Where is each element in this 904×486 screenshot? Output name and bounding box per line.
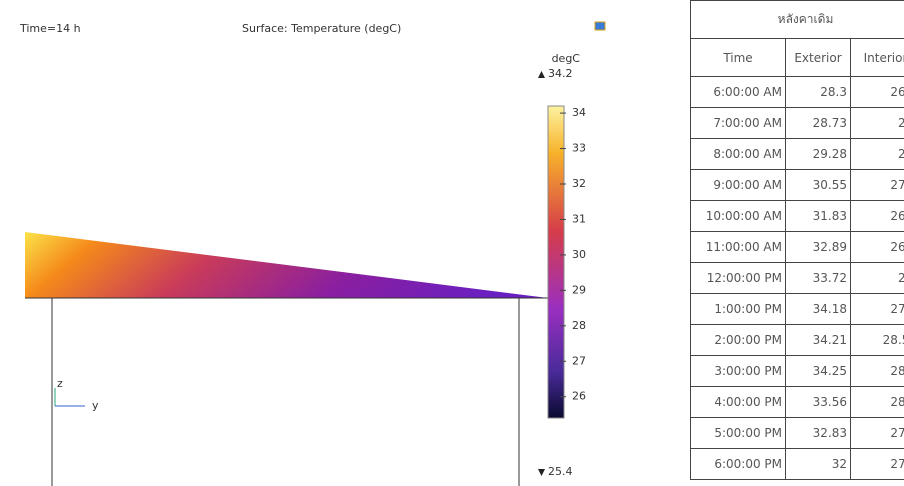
colorbar-min: 25.4 <box>548 465 573 478</box>
table-cell: 6:00:00 AM <box>690 76 786 108</box>
column-header: Exterior <box>785 38 851 77</box>
table-cell: 28.73 <box>785 107 851 139</box>
min-marker <box>538 469 545 476</box>
table-container: หลังคาเดิม Time Exterior Interior 6:00:00 … <box>690 0 904 486</box>
table-cell: 26.3 <box>849 76 904 108</box>
colorbar-tick-label: 27 <box>572 354 586 367</box>
table-cell: 26.8 <box>849 200 904 232</box>
time-label: Time=14 h <box>19 22 81 35</box>
table-cell: 28.58 <box>849 324 904 356</box>
table-cell: 12:00:00 PM <box>690 262 786 294</box>
table-cell: 34.21 <box>785 324 851 356</box>
colorbar-tick-label: 30 <box>572 248 586 261</box>
colorbar-gradient <box>547 105 565 419</box>
table-cell: 33.72 <box>785 262 851 294</box>
table-cell: 31.83 <box>785 200 851 232</box>
colorbar-tick-label: 26 <box>572 390 586 403</box>
colorbar: 34.2 25.4 34 33 32 31 30 29 28 27 26 <box>538 67 586 478</box>
table-cell: 11:00:00 AM <box>690 231 786 263</box>
axis-y-label: y <box>92 399 99 412</box>
roof-surface <box>25 232 548 298</box>
table-cell: 27.2 <box>849 293 904 325</box>
table-cell: 32.83 <box>785 417 851 449</box>
colorbar-tick-label: 34 <box>572 106 586 119</box>
table-cell: 7:00:00 AM <box>690 107 786 139</box>
table-cell: 5:00:00 PM <box>690 417 786 449</box>
table-cell: 26.9 <box>849 231 904 263</box>
table-cell: 4:00:00 PM <box>690 386 786 418</box>
table-cell: 33.56 <box>785 386 851 418</box>
table-cell: 26. <box>849 138 904 170</box>
table-cell: 2:00:00 PM <box>690 324 786 356</box>
table-cell: 28.3 <box>785 76 851 108</box>
table-cell: 27.1 <box>849 169 904 201</box>
icon <box>594 21 606 31</box>
colorbar-max: 34.2 <box>548 67 573 80</box>
axis-z-label: z <box>57 377 63 390</box>
colorbar-tick-label: 33 <box>572 142 586 155</box>
table-cell: 32.89 <box>785 231 851 263</box>
colorbar-tick-label: 29 <box>572 283 586 296</box>
table-cell: 32 <box>785 448 851 480</box>
table-title: หลังคาเดิม <box>690 0 904 39</box>
plot: Time=14 h Surface: Temperature (degC) z … <box>19 21 606 486</box>
table-cell: 28.6 <box>849 355 904 387</box>
table-cell: 27. <box>849 262 904 294</box>
table-cell: 6:00:00 PM <box>690 448 786 480</box>
colorbar-unit: degC <box>552 52 581 65</box>
max-marker <box>538 71 545 78</box>
table-cell: 8:00:00 AM <box>690 138 786 170</box>
column-header: Time <box>690 38 786 77</box>
table-cell: 34.25 <box>785 355 851 387</box>
table-cell: 26. <box>849 107 904 139</box>
table-cell: 30.55 <box>785 169 851 201</box>
surface-label: Surface: Temperature (degC) <box>242 22 401 35</box>
table-cell: 27.9 <box>849 417 904 449</box>
table-cell: 27.7 <box>849 448 904 480</box>
colorbar-tick-label: 28 <box>572 319 586 332</box>
table: หลังคาเดิม Time Exterior Interior 6:00:00 … <box>690 0 904 480</box>
table-cell: 28.4 <box>849 386 904 418</box>
colorbar-tick-label: 32 <box>572 177 586 190</box>
table-cell: 1:00:00 PM <box>690 293 786 325</box>
table-cell: 29.28 <box>785 138 851 170</box>
table-cell: 34.18 <box>785 293 851 325</box>
table-cell: 10:00:00 AM <box>690 200 786 232</box>
column-header: Interior <box>849 38 904 77</box>
table-row: 6:00:00 PM3227.7 <box>690 448 904 480</box>
table-cell: 9:00:00 AM <box>690 169 786 201</box>
colorbar-tick-label: 31 <box>572 212 586 225</box>
table-cell: 3:00:00 PM <box>690 355 786 387</box>
